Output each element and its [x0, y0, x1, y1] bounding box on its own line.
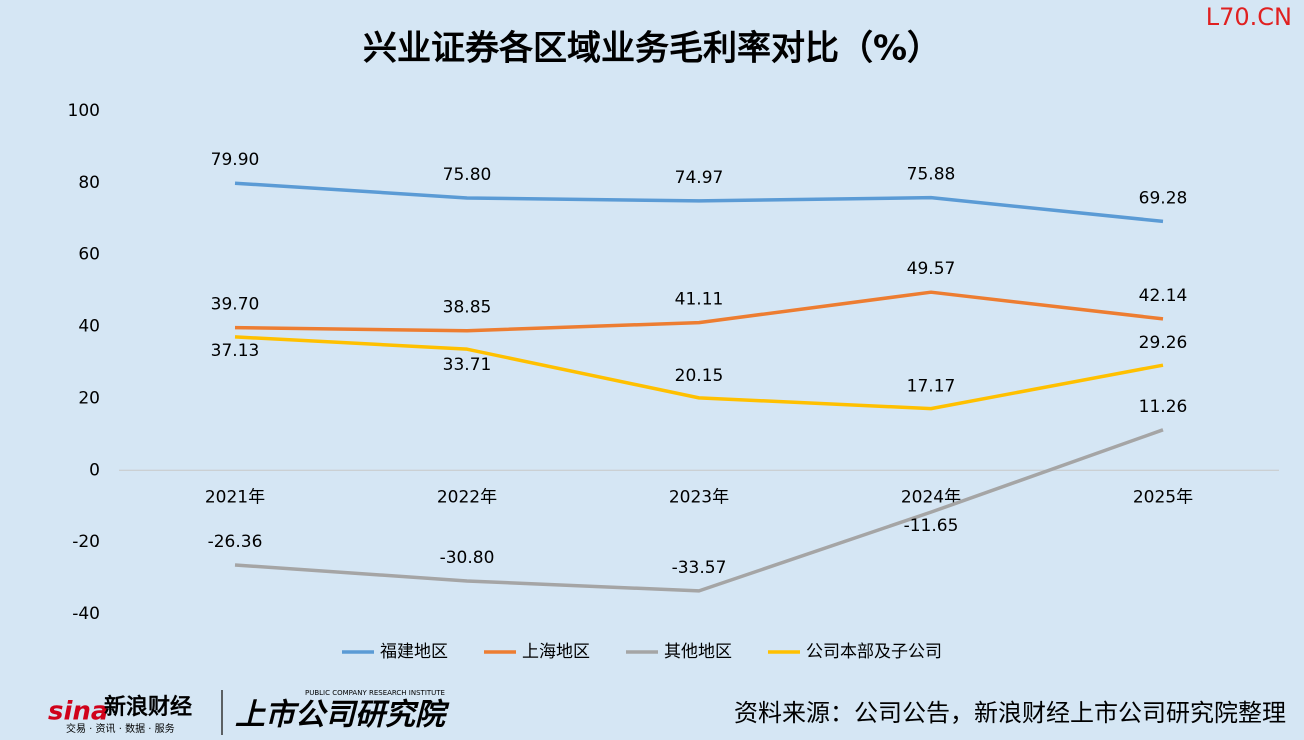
- data-label: 17.17: [907, 377, 956, 397]
- data-label: 39.70: [211, 295, 260, 315]
- sina-name: 新浪财经: [104, 694, 192, 720]
- legend-label: 公司本部及子公司: [806, 642, 942, 662]
- data-label: 74.97: [675, 168, 724, 188]
- data-label: 75.88: [907, 165, 956, 185]
- data-label: 42.14: [1139, 286, 1188, 306]
- data-label: 69.28: [1139, 188, 1188, 208]
- legend-label: 其他地区: [664, 642, 732, 662]
- x-tick-label: 2023年: [669, 487, 729, 507]
- data-label: 79.90: [211, 150, 260, 170]
- data-label: 41.11: [675, 290, 724, 310]
- legend-label: 上海地区: [522, 642, 590, 662]
- series-line: [234, 290, 1164, 333]
- data-label: 75.80: [443, 165, 492, 185]
- x-tick-label: 2024年: [901, 487, 961, 507]
- y-tick-label: 40: [78, 317, 100, 337]
- chart-title: 兴业证券各区域业务毛利率对比（%）: [363, 29, 941, 69]
- data-label: 38.85: [443, 298, 492, 318]
- y-tick-label: -40: [72, 604, 100, 624]
- series-line: [234, 335, 1164, 411]
- sina-logo: sina: [48, 697, 108, 727]
- y-tick-label: 20: [78, 388, 100, 408]
- data-label: 49.57: [907, 259, 956, 279]
- source-note: 资料来源：公司公告，新浪财经上市公司研究院整理: [734, 699, 1286, 727]
- institute-name: 上市公司研究院: [235, 698, 450, 733]
- x-tick-label: 2022年: [437, 487, 497, 507]
- data-label: 37.13: [211, 341, 260, 361]
- data-label: -33.57: [672, 558, 727, 578]
- institute-en: PUBLIC COMPANY RESEARCH INSTITUTE: [305, 689, 445, 697]
- data-label: -26.36: [208, 532, 263, 552]
- data-label: -30.80: [440, 548, 495, 568]
- data-label: -11.65: [904, 516, 959, 536]
- y-tick-label: 80: [78, 173, 100, 193]
- data-label: 20.15: [675, 366, 724, 386]
- y-tick-label: 60: [78, 245, 100, 265]
- data-label: 33.71: [443, 355, 492, 375]
- data-label: 29.26: [1139, 333, 1188, 353]
- series-line: [234, 181, 1164, 224]
- sina-slogan: 交易 · 资讯 · 数据 · 服务: [66, 722, 175, 735]
- data-label: 11.26: [1139, 397, 1188, 417]
- x-tick-label: 2021年: [205, 487, 265, 507]
- x-tick-label: 2025年: [1133, 487, 1193, 507]
- legend-label: 福建地区: [380, 642, 448, 662]
- y-tick-label: 0: [89, 460, 100, 480]
- series-line: [234, 428, 1164, 593]
- site-mark: L70.CN: [1206, 3, 1292, 31]
- y-tick-label: 100: [68, 101, 100, 121]
- y-tick-label: -20: [72, 532, 100, 552]
